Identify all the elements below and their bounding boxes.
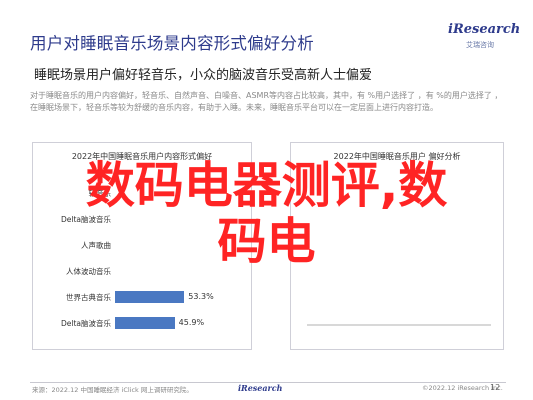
logo-brand: iResearch bbox=[448, 22, 521, 37]
left-chart-bar bbox=[115, 317, 175, 329]
left-chart-category-label: 人声歌曲 bbox=[81, 241, 111, 250]
footer-brand: iResearch bbox=[238, 383, 283, 393]
overlay-line-1: 数码电器测评,数 bbox=[85, 157, 448, 214]
left-chart-category-label: 人体波动音乐 bbox=[66, 267, 111, 276]
left-chart-panel: 2022年中国睡眠音乐用户内容形式偏好 轻音乐 Delta脑波音乐 人声歌曲 人体波动… bbox=[32, 142, 252, 350]
page-description: 对于睡眠音乐的用户内容偏好，轻音乐、自然声音、白噪音、ASMR等内容占比较高，其… bbox=[30, 91, 503, 112]
overlay-line-2: 码电 bbox=[217, 213, 316, 270]
page-subtitle: 睡眠场景用户偏好轻音乐，小众的脑波音乐受高新人士偏爱 bbox=[34, 68, 373, 83]
right-bar-chart bbox=[307, 324, 491, 326]
left-chart-bar bbox=[115, 291, 185, 303]
footer-copyright: ©2022.12 iResearch Inc. bbox=[422, 384, 503, 392]
footer-logo: iResearch bbox=[238, 383, 310, 393]
left-chart-category-label: 世界古典音乐 bbox=[66, 293, 111, 302]
left-chart-category-label: 轻音乐 bbox=[88, 189, 112, 198]
left-chart-category-label: Delta脑波音乐 bbox=[60, 215, 111, 224]
left-chart-value-label: 45.9% bbox=[178, 318, 205, 327]
page-title: 用户对睡眠音乐场景内容形式偏好分析 bbox=[30, 34, 314, 53]
left-chart-title: 2022年中国睡眠音乐用户内容形式偏好 bbox=[71, 152, 213, 161]
right-chart-title: 2022年中国睡眠音乐用户 偏好分析 bbox=[333, 152, 461, 161]
left-chart-value-label: 53.3% bbox=[188, 292, 214, 301]
left-chart-category-label: Delta脑波音乐 bbox=[60, 319, 111, 328]
footer-source: 来源：2022.12 中国睡眠经济 iClick 网上调研研究院。 bbox=[32, 386, 193, 394]
logo-brand-cn: 艾瑞咨询 bbox=[466, 41, 494, 49]
overlay-text: 数码电器测评,数 码电 bbox=[0, 158, 533, 270]
page-number: 12 bbox=[490, 383, 501, 392]
iresearch-logo: iResearch 艾瑞咨询 bbox=[444, 20, 520, 54]
footer-divider bbox=[30, 382, 506, 383]
right-chart-panel: 2022年中国睡眠音乐用户 偏好分析 bbox=[290, 142, 504, 350]
